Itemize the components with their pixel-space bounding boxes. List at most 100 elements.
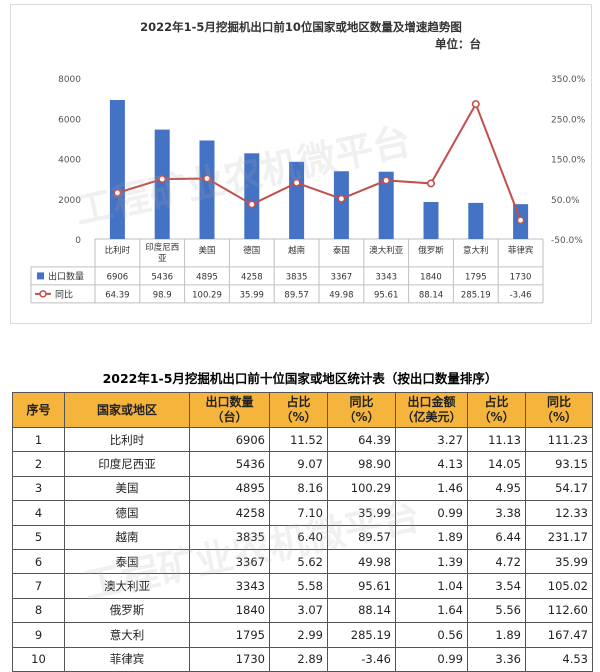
y-right-tick-label: 50.0% <box>551 196 580 206</box>
table-cell: 2.99 <box>269 622 328 648</box>
table-cell: 12.33 <box>525 500 593 526</box>
chart-panel: 2022年1-5月挖掘机出口前10位国家或地区数量及增速趋势图 单位：台 0 20… <box>10 4 592 324</box>
data-table-value-line: 88.14 <box>419 290 443 300</box>
data-table-value-line: 100.29 <box>192 290 222 300</box>
table-row: 6 泰国 3367 5.62 49.98 1.39 4.72 35.99 <box>12 548 593 575</box>
row-index: 3 <box>12 475 65 502</box>
y-left-tick-label: 4000 <box>58 156 81 166</box>
stats-table: 序号 国家或地区 出口数量 （台） 占比 （%） 同比 （%） 出口金额 （亿美元） 占比 （%） 同比… <box>12 392 593 672</box>
table-cell: 14.05 <box>467 451 526 477</box>
country-name: 泰国 <box>64 548 190 575</box>
bar <box>423 201 439 239</box>
table-cell: 4.53 <box>525 646 593 672</box>
table-cell: 285.19 <box>327 622 396 648</box>
table-cell: 3.54 <box>467 573 526 599</box>
row-index: 1 <box>12 426 65 453</box>
table-cell: 1840 <box>189 597 270 624</box>
data-table-value-bar: 1795 <box>465 272 487 282</box>
table-row: 1 比利时 6906 11.52 64.39 3.27 11.13 111.23 <box>12 426 593 453</box>
table-header-text: 同比 <box>349 395 374 409</box>
table-header-cell: 出口数量 （台） <box>189 392 270 428</box>
table-cell: 9.07 <box>269 451 328 477</box>
table-cell: 88.14 <box>327 597 396 624</box>
table-header-text: （亿美元） <box>401 410 462 424</box>
table-cell: 8.16 <box>269 475 328 502</box>
line-point <box>203 174 212 183</box>
line-point <box>113 188 122 197</box>
country-name: 俄罗斯 <box>64 597 190 624</box>
table-cell: 105.02 <box>525 573 593 599</box>
line-point <box>471 100 480 109</box>
legend-swatch-bar <box>37 272 44 280</box>
table-cell: 1.39 <box>395 548 468 575</box>
country-name: 澳大利亚 <box>64 573 190 599</box>
table-cell: 1730 <box>189 646 270 672</box>
table-header-text: （%） <box>343 410 380 424</box>
table-cell: 231.17 <box>525 524 593 550</box>
table-header-text: （%） <box>478 410 515 424</box>
y-left-tick-label: 2000 <box>58 196 81 206</box>
row-index: 8 <box>12 597 65 624</box>
x-tick-label: 泰国 <box>333 245 350 256</box>
table-cell: 100.29 <box>327 475 396 502</box>
table-header-cell: 国家或地区 <box>64 392 190 428</box>
table-cell: 3343 <box>189 573 270 599</box>
country-name: 比利时 <box>64 426 190 453</box>
y-left-tick-label: 0 <box>75 236 81 246</box>
table-cell: 1.04 <box>395 573 468 599</box>
table-cell: 35.99 <box>327 500 396 526</box>
data-table-value-bar: 4258 <box>241 272 263 282</box>
table-header-cell: 同比 （%） <box>525 392 593 428</box>
data-table-value-line: 95.61 <box>374 290 398 300</box>
table-cell: 11.13 <box>467 426 526 453</box>
table-header-row: 序号 国家或地区 出口数量 （台） 占比 （%） 同比 （%） 出口金额 （亿美元） 占比 （%） 同比… <box>12 392 593 428</box>
bar <box>289 161 305 239</box>
table-cell: 95.61 <box>327 573 396 599</box>
table-header-cell: 占比 （%） <box>269 392 328 428</box>
table-header-text: 国家或地区 <box>96 402 157 417</box>
table-cell: -3.46 <box>327 646 396 672</box>
data-table-value-bar: 1840 <box>420 272 442 282</box>
table-cell: 5436 <box>189 451 270 477</box>
x-tick-label: 意大利 <box>463 245 489 256</box>
table-header-text: （台） <box>211 410 248 424</box>
line-point <box>516 216 525 225</box>
table-header-cell: 序号 <box>12 392 65 428</box>
table-row: 9 意大利 1795 2.99 285.19 0.56 1.89 167.47 <box>12 622 593 648</box>
data-table-value-line: 64.39 <box>105 290 129 300</box>
table-row: 10 菲律宾 1730 2.89 -3.46 0.99 3.36 4.53 <box>12 646 593 672</box>
bar <box>244 153 260 239</box>
row-index: 6 <box>12 548 65 575</box>
data-table-value-bar: 6906 <box>107 272 129 282</box>
table-cell: 4.72 <box>467 548 526 575</box>
x-tick-label: 俄罗斯 <box>418 245 444 256</box>
bar <box>109 100 125 239</box>
table-cell: 6.40 <box>269 524 328 550</box>
x-tick-label: 亚 <box>158 254 167 264</box>
table-cell: 1.89 <box>395 524 468 550</box>
table-title: 2022年1-5月挖掘机出口前十位国家或地区统计表（按出口数量排序） <box>102 371 498 386</box>
table-cell: 111.23 <box>525 426 593 453</box>
y-right-tick-label: 150.0% <box>551 156 586 166</box>
country-name: 印度尼西亚 <box>64 451 190 477</box>
table-header-text: （%） <box>280 410 317 424</box>
y-left-tick-label: 8000 <box>58 75 81 85</box>
y-right-tick-label: 250.0% <box>551 115 586 125</box>
row-index: 7 <box>12 573 65 599</box>
table-cell: 0.56 <box>395 622 468 648</box>
data-table-value-bar: 1730 <box>510 272 532 282</box>
data-table-value-line: 35.99 <box>240 290 264 300</box>
table-cell: 5.58 <box>269 573 328 599</box>
data-table-value-line: 98.9 <box>153 290 172 300</box>
data-table-value-line: -3.46 <box>510 290 532 300</box>
table-cell: 7.10 <box>269 500 328 526</box>
table-cell: 4895 <box>189 475 270 502</box>
data-table-value-bar: 3343 <box>375 272 397 282</box>
data-table-value-line: 89.57 <box>284 290 308 300</box>
table-cell: 3.27 <box>395 426 468 453</box>
table-cell: 93.15 <box>525 451 593 477</box>
table-header-text: 出口数量 <box>205 395 254 409</box>
line-point <box>158 175 167 184</box>
country-name: 意大利 <box>64 622 190 648</box>
data-table-value-line: 49.98 <box>329 290 353 300</box>
